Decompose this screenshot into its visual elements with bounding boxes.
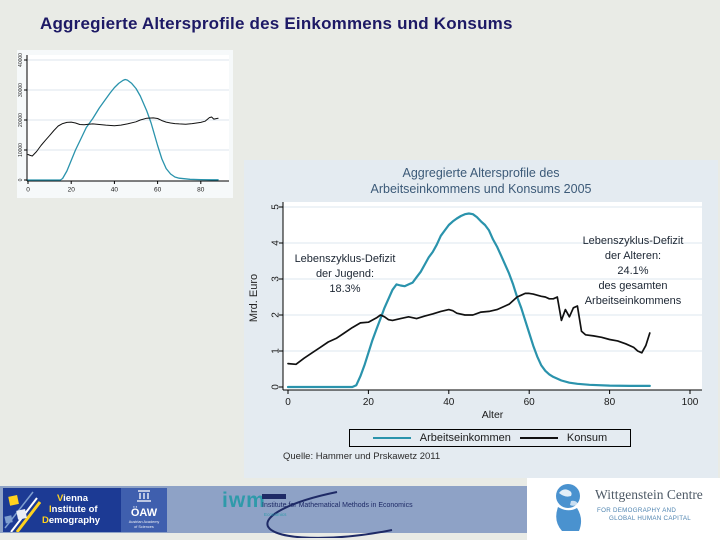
legend-label-konsum: Konsum [566, 432, 608, 444]
oaw-logo: ÖAW Austrian Academy of Sciences [121, 488, 167, 532]
svg-text:20: 20 [363, 397, 375, 408]
svg-text:30000: 30000 [18, 83, 24, 97]
chart-legend: Arbeitseinkommen Konsum [349, 429, 631, 447]
svg-text:2: 2 [271, 312, 282, 318]
legend-label-arbeitseinkommen: Arbeitseinkommen [419, 432, 511, 444]
slide-title: Aggregierte Altersprofile des Einkommens… [40, 14, 513, 33]
svg-text:Alter: Alter [482, 409, 504, 421]
iwm-institute-subtitle: Economics [264, 512, 287, 517]
svg-text:60: 60 [154, 187, 162, 194]
oaw-building-icon [137, 490, 151, 502]
svg-text:0: 0 [26, 187, 30, 194]
wittgenstein-name: Wittgenstein Centre [595, 487, 703, 502]
svg-text:40: 40 [443, 397, 455, 408]
iwm-swoosh-icon [266, 491, 393, 538]
iwm-logo-bar [262, 494, 286, 499]
svg-text:1: 1 [271, 348, 282, 354]
svg-text:3: 3 [271, 276, 282, 282]
svg-text:80: 80 [604, 397, 616, 408]
vid-logo-text: Vienna Institute of Demography [42, 493, 101, 526]
chart-title-line2: Arbeitseinkommens und Konsums 2005 [370, 182, 592, 196]
vid-logo: Vienna Institute of Demography [3, 488, 121, 532]
wittgenstein-globe-icon [556, 484, 582, 531]
source-note: Quelle: Hammer und Prskawetz 2011 [283, 451, 441, 462]
svg-text:20000: 20000 [18, 113, 24, 127]
chart-title-line1: Aggregierte Altersprofile des [402, 166, 560, 180]
iwm-logo: iwm Institute for Mathematical Methods i… [212, 486, 462, 538]
svg-text:4: 4 [271, 240, 282, 246]
svg-text:10000: 10000 [18, 143, 24, 157]
main-chart-canvas: 0 1 2 3 4 5 0 20 40 60 80 100 Alter [271, 202, 702, 421]
svg-text:100: 100 [682, 397, 699, 408]
svg-text:40000: 40000 [18, 53, 24, 67]
wittgenstein-subtitle: FOR DEMOGRAPHY AND GLOBAL HUMAN CAPITAL [597, 507, 691, 522]
svg-text:60: 60 [524, 397, 536, 408]
svg-text:80: 80 [197, 187, 205, 194]
vid-logo-decoration [4, 491, 41, 532]
svg-text:0: 0 [285, 397, 291, 408]
chart-title: Aggregierte Altersprofile des Arbeitsein… [244, 165, 718, 197]
oaw-acronym: ÖAW [130, 507, 158, 519]
iwm-institute-name: Institute for Mathematical Methods in Ec… [262, 502, 413, 509]
legend-swatch-arbeitseinkommen [372, 437, 411, 439]
svg-text:0: 0 [18, 178, 24, 181]
oaw-subtitle: Austrian Academy of Sciences [128, 520, 160, 529]
svg-text:40: 40 [111, 187, 119, 194]
annotation-elderly-deficit: Lebenszyklus-Defizit der Alteren: 24.1% … [582, 235, 684, 307]
svg-text:20: 20 [68, 187, 76, 194]
inset-age-profile-chart: 0 10000 20000 30000 40000 0 20 40 60 80 [17, 50, 233, 198]
y-axis-label: Mrd. Euro [248, 273, 260, 323]
annotation-youth-deficit: Lebenszyklus-Defizit der Jugend: 18.3% [294, 253, 396, 295]
iwm-logo-letters: iwm [222, 489, 266, 512]
inset-chart-canvas: 0 10000 20000 30000 40000 0 20 40 60 80 [18, 53, 229, 194]
svg-text:5: 5 [271, 204, 282, 210]
main-age-profile-chart: Aggregierte Altersprofile des Arbeitsein… [244, 160, 718, 478]
svg-text:0: 0 [271, 384, 282, 390]
wittgenstein-panel: Wittgenstein Centre FOR DEMOGRAPHY AND G… [527, 478, 720, 540]
legend-swatch-konsum [519, 437, 558, 439]
